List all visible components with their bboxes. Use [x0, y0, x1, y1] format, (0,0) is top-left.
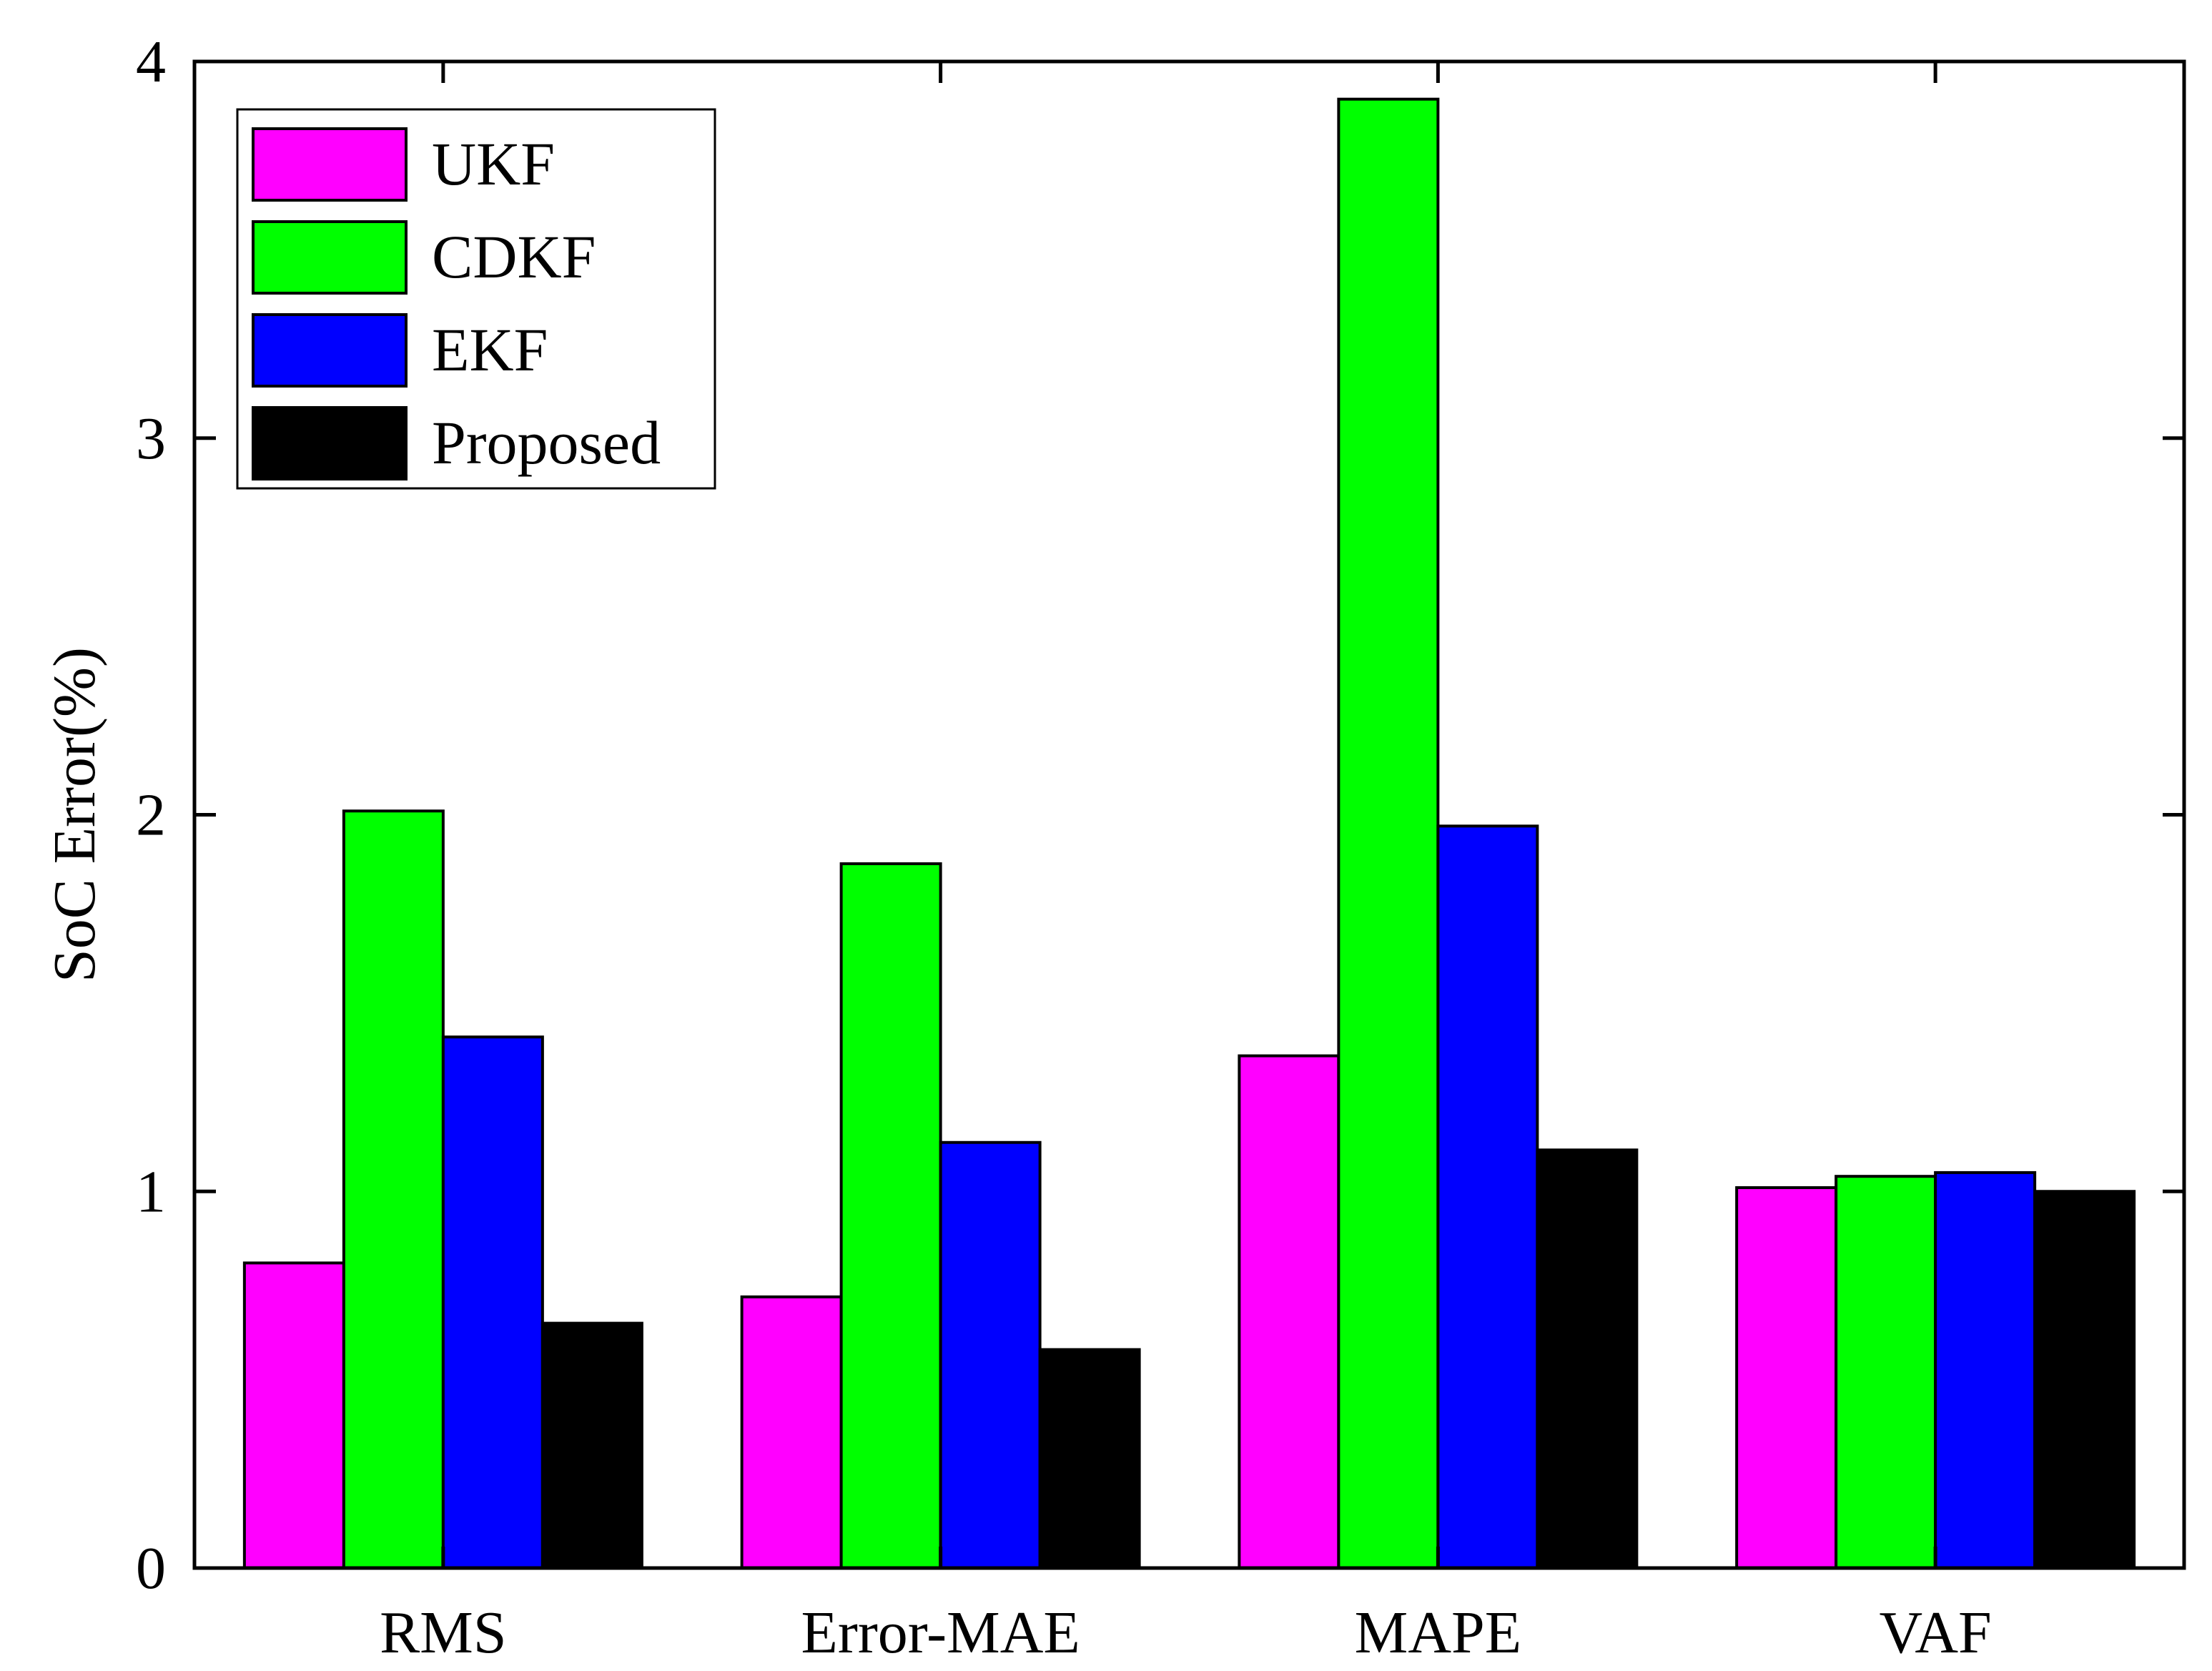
bar-proposed-rms: [540, 1321, 643, 1570]
bar-ekf-rms: [441, 1035, 544, 1569]
y-axis-title: SoC Error(%): [41, 647, 108, 982]
bar-cdkf-rms: [342, 809, 445, 1569]
x-tick-labels: RMS Error-MAE MAPE VAF: [380, 1599, 1992, 1666]
plot-frame: [192, 59, 2186, 1570]
x-tick-label: Error-MAE: [801, 1599, 1080, 1666]
bar-proposed-mape: [1536, 1148, 1639, 1569]
legend-swatch-cdkf: [252, 220, 408, 295]
y-tick-label: 2: [136, 782, 166, 849]
bar-cdkf-vaf: [1835, 1175, 1937, 1570]
y-tick-label: 1: [136, 1158, 166, 1225]
bars-layer: [242, 97, 2136, 1570]
bar-proposed-vaf: [2033, 1190, 2136, 1569]
bar-ukf-vaf: [1735, 1186, 1838, 1570]
bar-cdkf-mape: [1337, 97, 1440, 1569]
bar-ekf-vaf: [1934, 1170, 2037, 1569]
y-tick-labels: 0 1 2 3 4: [136, 29, 166, 1602]
bar-ukf-mape: [1238, 1054, 1340, 1569]
bar-ukf-rms: [242, 1261, 345, 1570]
legend: UKF CDKF EKF Proposed: [236, 108, 716, 490]
legend-swatch-proposed: [252, 406, 408, 480]
bar-ekf-mape: [1436, 824, 1539, 1569]
x-tick-label: MAPE: [1355, 1599, 1521, 1666]
legend-swatch-ekf: [252, 313, 408, 388]
legend-label-ukf: UKF: [432, 129, 555, 198]
x-tick-label: RMS: [380, 1599, 506, 1666]
y-tick-label: 3: [136, 405, 166, 472]
y-tick-label: 0: [136, 1535, 166, 1602]
legend-label-cdkf: CDKF: [432, 222, 596, 291]
bar-ekf-error-mae: [939, 1140, 1042, 1569]
bar-cdkf-error-mae: [839, 862, 942, 1570]
bar-proposed-error-mae: [1038, 1348, 1141, 1569]
y-tick-label: 4: [136, 29, 166, 95]
legend-label-proposed: Proposed: [432, 408, 661, 477]
bar-ukf-error-mae: [740, 1295, 843, 1569]
x-tick-label: VAF: [1880, 1599, 1992, 1666]
legend-swatch-ukf: [252, 127, 408, 202]
legend-label-ekf: EKF: [432, 315, 548, 384]
